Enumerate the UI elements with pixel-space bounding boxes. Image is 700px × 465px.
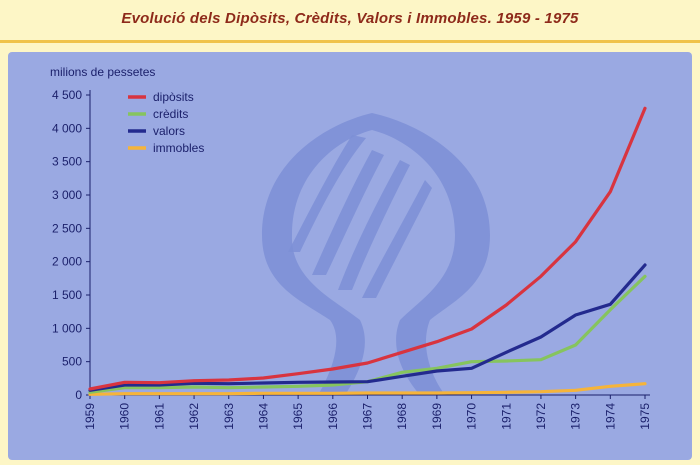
legend-label: immobles [153, 141, 204, 155]
y-tick-label: 500 [62, 355, 82, 369]
legend-label: valors [153, 124, 185, 138]
y-tick-label: 1 000 [52, 321, 82, 335]
y-tick-label: 3 000 [52, 188, 82, 202]
x-tick-label: 1965 [291, 403, 305, 430]
chart-title: Evolució dels Dipòsits, Crèdits, Valors … [121, 10, 579, 27]
x-tick-label: 1961 [152, 403, 166, 430]
logo-watermark [262, 113, 490, 395]
x-tick-label: 1973 [569, 403, 583, 430]
y-tick-label: 0 [75, 388, 82, 402]
y-axis-label: milions de pessetes [50, 65, 155, 79]
x-tick-label: 1964 [256, 403, 270, 430]
x-tick-label: 1959 [83, 403, 97, 430]
y-tick-label: 2 500 [52, 221, 82, 235]
series-line-3 [88, 382, 647, 396]
x-tick-label: 1968 [395, 403, 409, 430]
x-tick-label: 1969 [430, 403, 444, 430]
x-tick-label: 1966 [326, 403, 340, 430]
legend-label: crèdits [153, 107, 188, 121]
x-tick-label: 1972 [534, 403, 548, 430]
x-tick-label: 1971 [499, 403, 513, 430]
title-divider [0, 40, 700, 43]
y-tick-label: 3 500 [52, 155, 82, 169]
series-line-0 [88, 106, 647, 391]
y-tick-label: 1 500 [52, 288, 82, 302]
y-tick-label: 2 000 [52, 255, 82, 269]
y-tick-label: 4 500 [52, 88, 82, 102]
x-tick-label: 1975 [638, 403, 652, 430]
x-tick-label: 1960 [118, 403, 132, 430]
series-line-2 [88, 263, 647, 392]
legend-label: dipòsits [153, 90, 194, 104]
x-tick-label: 1967 [361, 403, 375, 430]
x-tick-label: 1970 [465, 403, 479, 430]
x-tick-label: 1974 [603, 403, 617, 430]
x-tick-label: 1962 [187, 403, 201, 430]
x-tick-label: 1963 [222, 403, 236, 430]
y-tick-label: 4 000 [52, 121, 82, 135]
